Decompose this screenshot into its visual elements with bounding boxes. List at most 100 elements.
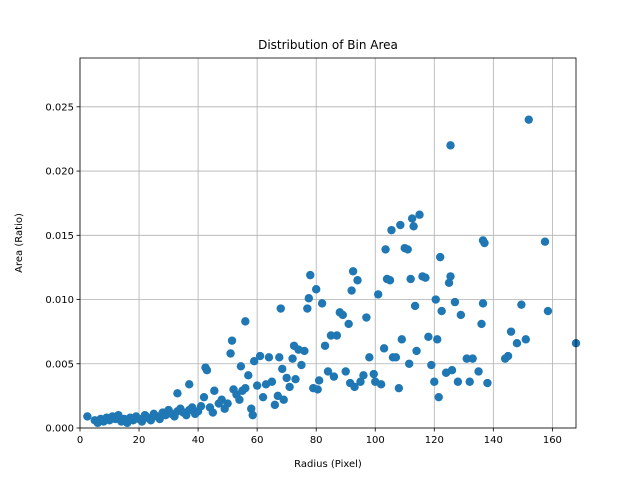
y-tick-label: 0.000	[45, 424, 74, 435]
data-point	[304, 294, 314, 303]
data-point	[403, 245, 412, 254]
data-point	[288, 354, 297, 363]
data-point	[350, 382, 359, 392]
data-point	[437, 306, 446, 316]
data-point	[412, 346, 421, 356]
data-point	[314, 376, 324, 385]
data-point	[385, 276, 395, 285]
data-point	[282, 373, 291, 383]
data-point	[446, 141, 455, 150]
data-point	[424, 332, 433, 341]
data-point	[348, 267, 358, 276]
data-point	[431, 295, 440, 304]
data-point	[341, 367, 350, 376]
data-point	[248, 410, 257, 420]
data-point	[208, 408, 218, 417]
data-point	[396, 220, 405, 230]
x-tick-label: 140	[484, 435, 503, 446]
data-point	[297, 360, 306, 370]
data-point	[300, 346, 309, 356]
data-point	[278, 364, 287, 374]
x-tick-label: 120	[425, 435, 444, 446]
data-point	[258, 392, 268, 402]
data-point	[447, 365, 457, 375]
data-point	[196, 401, 206, 411]
data-point	[227, 336, 237, 345]
data-point	[391, 353, 401, 362]
data-point	[521, 335, 531, 344]
data-point	[306, 270, 315, 280]
data-point	[373, 290, 383, 299]
data-point	[477, 319, 486, 329]
x-axis: 0 20 40 60 80 100 120 140 160	[77, 428, 562, 446]
data-point	[247, 404, 256, 413]
data-point	[317, 299, 327, 308]
data-point	[404, 359, 414, 368]
data-point	[462, 354, 471, 363]
data-point	[406, 274, 415, 284]
data-point	[236, 362, 246, 371]
data-point	[223, 399, 232, 408]
x-tick-label: 40	[192, 435, 205, 446]
y-tick-label: 0.010	[45, 295, 74, 306]
data-point	[199, 392, 209, 402]
data-point	[517, 300, 526, 309]
data-point	[503, 351, 513, 361]
data-points	[83, 115, 581, 428]
data-point	[474, 367, 483, 376]
data-point	[381, 245, 390, 254]
x-tick-label: 60	[251, 435, 264, 446]
data-point	[362, 313, 371, 322]
data-point	[326, 331, 336, 340]
data-point	[397, 335, 407, 344]
data-point	[421, 273, 430, 282]
data-point	[338, 310, 347, 320]
data-point	[313, 385, 322, 394]
x-tick-label: 80	[310, 435, 323, 446]
data-point	[210, 386, 219, 395]
data-point	[409, 222, 418, 231]
data-point	[480, 238, 489, 248]
data-point	[376, 380, 386, 389]
data-point	[303, 304, 312, 313]
data-point	[276, 304, 285, 313]
data-point	[506, 327, 516, 336]
y-tick-label: 0.015	[45, 231, 74, 242]
data-point	[444, 278, 454, 288]
data-point	[453, 377, 463, 386]
data-point	[185, 380, 194, 389]
data-point	[264, 353, 274, 362]
data-point	[255, 351, 265, 361]
data-point	[465, 377, 474, 386]
data-point	[543, 306, 553, 316]
data-point	[83, 412, 92, 421]
data-point	[450, 297, 460, 307]
data-point	[435, 252, 445, 262]
data-point	[407, 214, 417, 223]
data-point	[320, 341, 330, 350]
data-point	[249, 356, 259, 366]
data-point	[311, 285, 321, 294]
x-tick-label: 20	[133, 435, 146, 446]
data-point	[430, 377, 439, 386]
data-point	[456, 310, 466, 320]
data-point	[359, 371, 368, 380]
data-point	[201, 363, 210, 372]
data-point	[241, 317, 250, 326]
y-tick-label: 0.005	[45, 359, 74, 370]
data-point	[235, 395, 244, 404]
data-point	[446, 272, 455, 281]
data-point	[226, 349, 235, 358]
data-point	[434, 392, 443, 402]
data-point	[410, 301, 420, 311]
data-point	[433, 335, 442, 344]
data-point	[512, 339, 522, 348]
data-point	[540, 237, 550, 246]
y-tick-label: 0.020	[45, 167, 74, 178]
x-tick-label: 100	[366, 435, 385, 446]
data-point	[267, 377, 277, 386]
data-point	[332, 331, 342, 340]
y-axis: 0.000 0.005 0.010 0.015 0.020 0.025	[45, 102, 80, 435]
